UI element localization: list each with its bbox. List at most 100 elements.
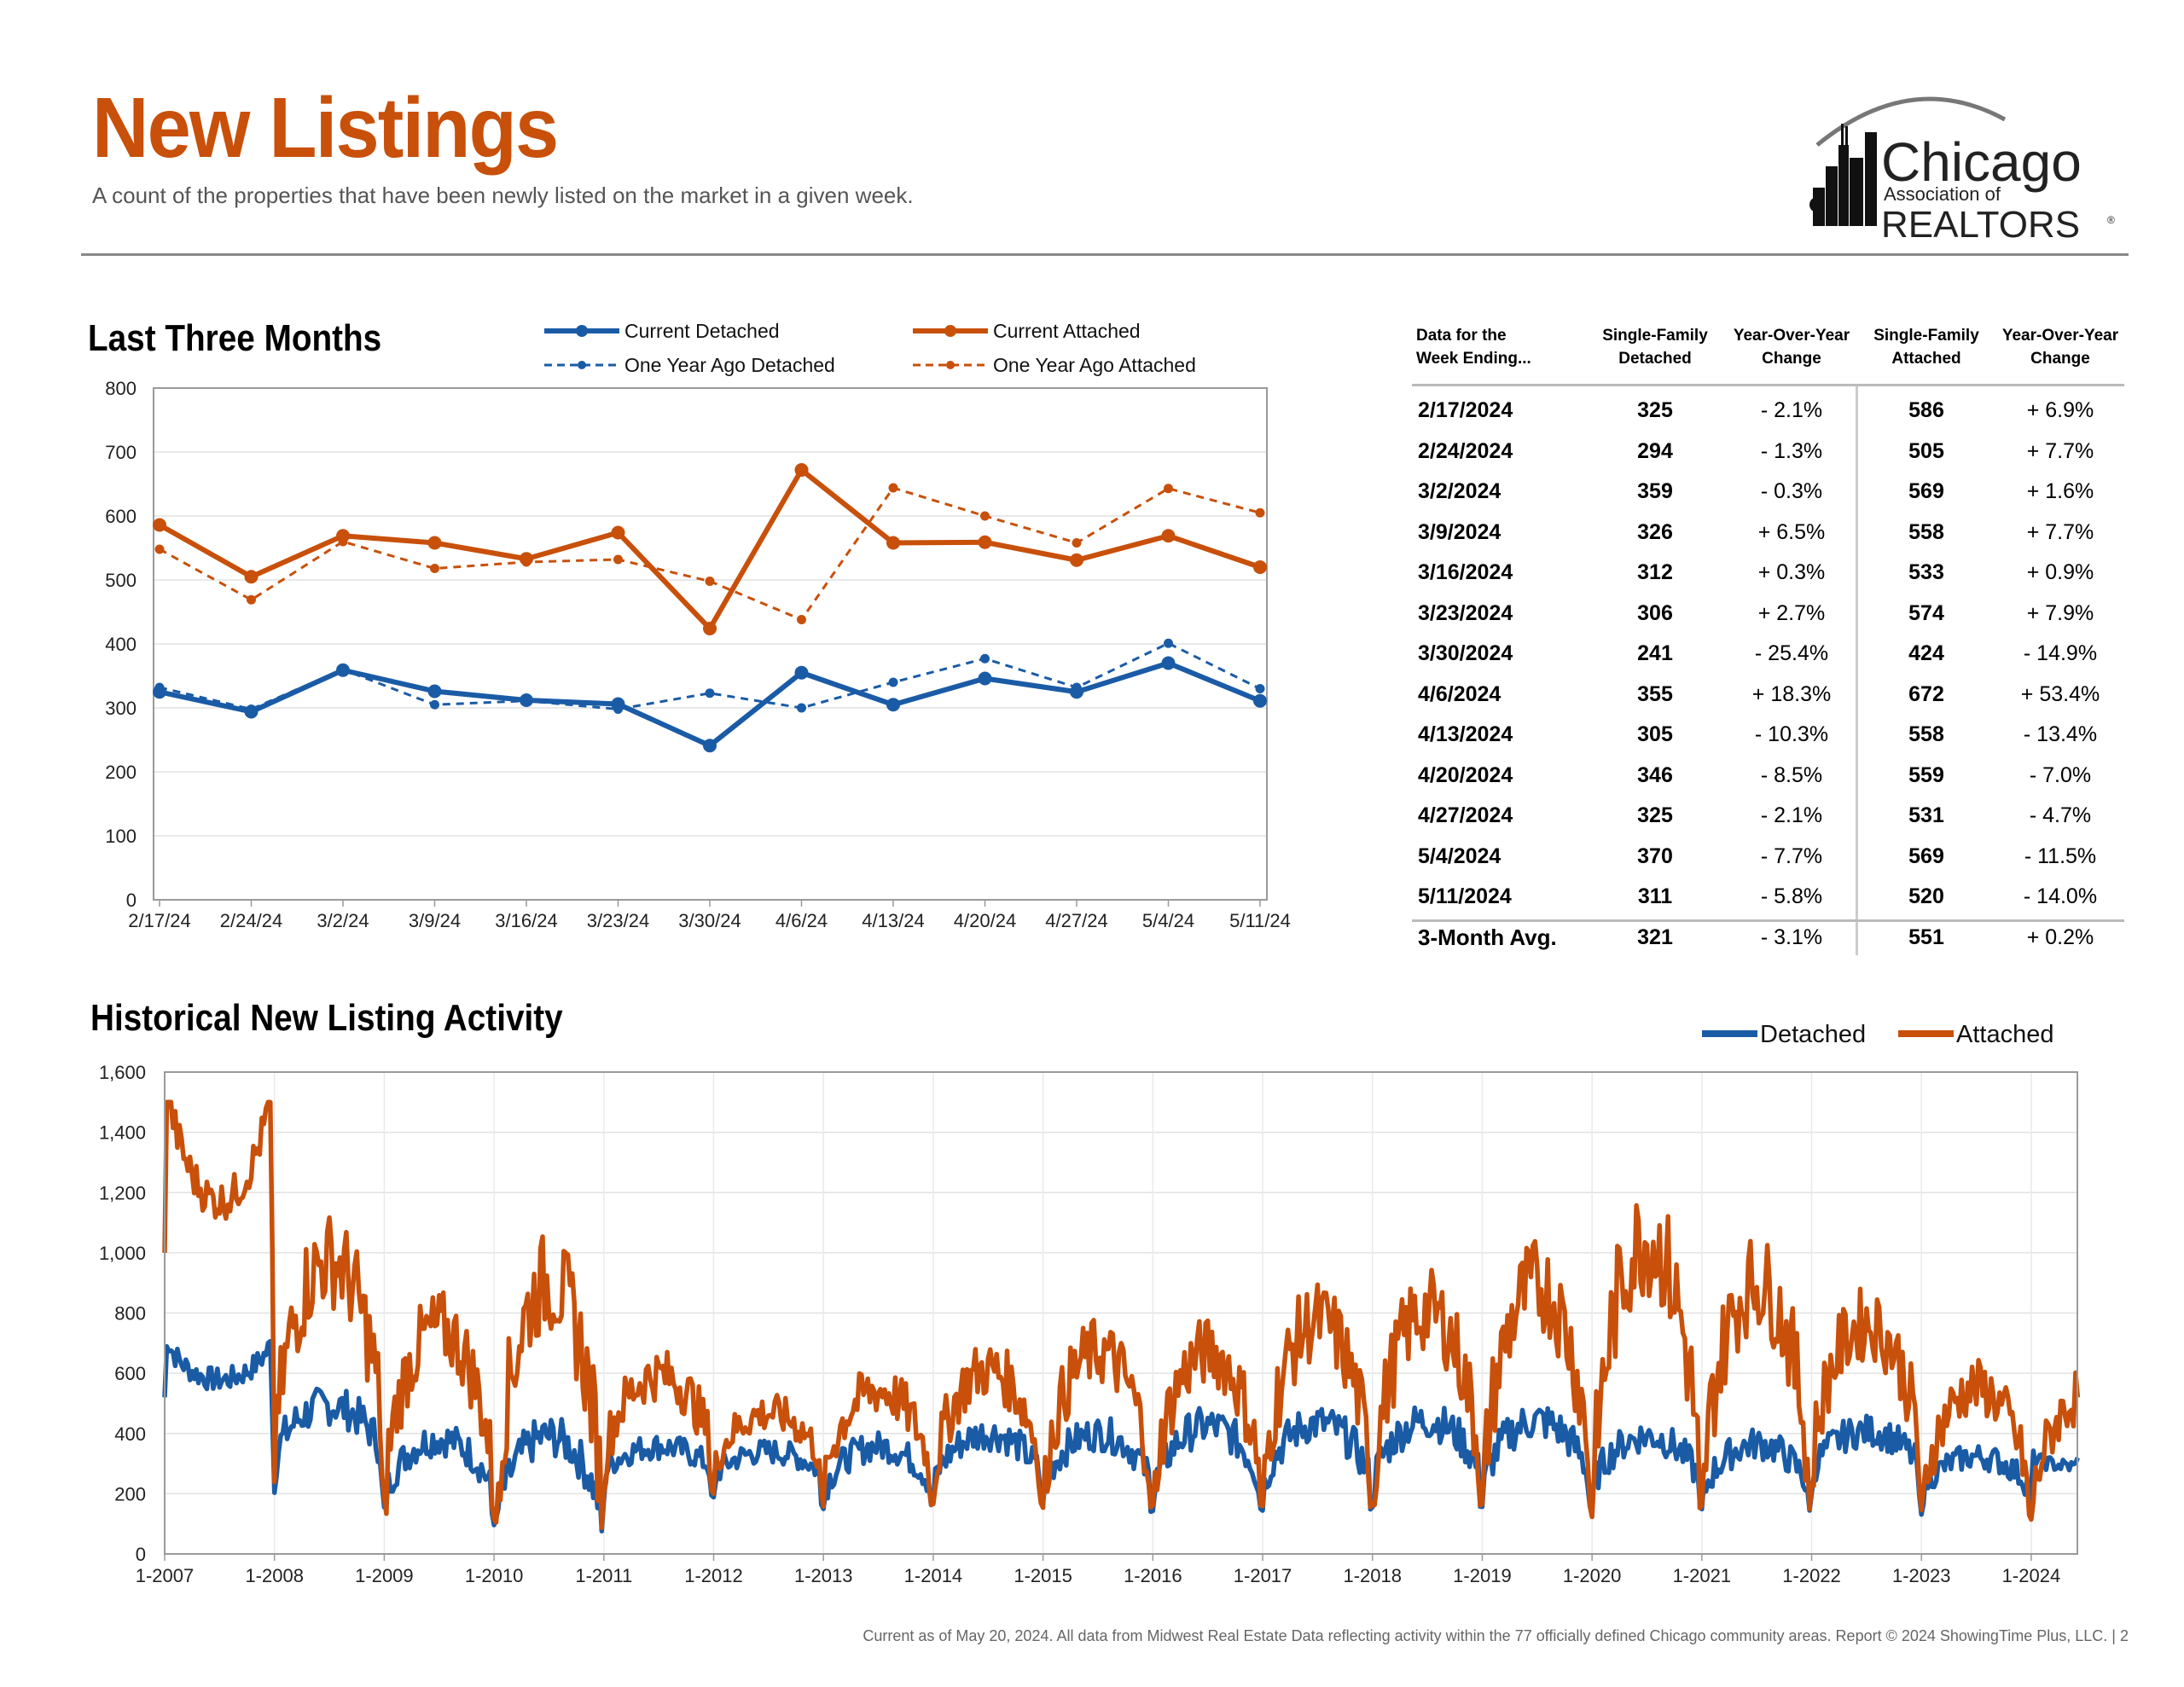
table-cell: - 8.5% <box>1760 762 1823 787</box>
chart1-legend-label: One Year Ago Detached <box>624 354 835 376</box>
chart1-series-line-current-detached <box>159 660 1262 749</box>
table-cell: 241 <box>1637 641 1673 665</box>
table-cell: - 0.3% <box>1760 479 1823 503</box>
chart1-point-one-year-ago-detached <box>338 664 348 675</box>
table-cell: 3/16/2024 <box>1418 560 1513 584</box>
table-cell: 569 <box>1908 844 1944 868</box>
table-cell: 520 <box>1908 884 1944 908</box>
chart1-point-current-detached <box>978 671 992 686</box>
table-header-line: Data for the <box>1416 327 1507 345</box>
table-cell: 505 <box>1908 438 1944 463</box>
table-cell: + 7.7% <box>2026 519 2094 544</box>
last-three-months-chart: 0 100 200 300 400 500 600 700 800 2/17/24 2/24/24 3… <box>105 320 1291 931</box>
chart1-point-one-year-ago-attached <box>338 536 348 547</box>
table-cell: 586 <box>1908 398 1944 422</box>
chart1-x-tick-label: 4/27/24 <box>1045 910 1107 931</box>
table-cell: 424 <box>1908 641 1944 665</box>
chart1-title: Last Three Months <box>88 317 382 359</box>
chart1-point-one-year-ago-detached <box>1072 682 1082 693</box>
table-header-line: Year-Over-Year <box>2001 327 2119 345</box>
table-cell: - 4.7% <box>2029 803 2092 827</box>
chart1-point-current-attached <box>611 525 625 540</box>
table-cell: 4/13/2024 <box>1418 722 1513 746</box>
table-cell: 4/20/2024 <box>1418 762 1513 787</box>
table-cell: - 10.3% <box>1754 722 1829 746</box>
chart1-point-one-year-ago-detached <box>888 677 898 687</box>
page-title: New Listings <box>92 80 559 176</box>
chart2-x-tick-label: 1-2016 <box>1124 1565 1182 1586</box>
chart1-y-tick-label: 800 <box>105 378 136 399</box>
chart2-y-tick-label: 600 <box>114 1363 146 1384</box>
chart1-x-tick-label: 3/30/24 <box>678 910 741 931</box>
table-cell: 3/23/2024 <box>1418 600 1513 625</box>
chart1-x-tick-label: 2/17/24 <box>128 910 190 931</box>
chart1-point-one-year-ago-detached <box>1255 684 1265 693</box>
table-header-cell: Single-Family Detached <box>1587 324 1723 370</box>
table-cell: + 0.3% <box>1757 560 1826 584</box>
chart2-y-tick-label: 1,200 <box>99 1182 146 1203</box>
table-cell: - 11.5% <box>2024 844 2097 868</box>
chart1-point-one-year-ago-attached <box>1164 484 1173 494</box>
chart1-x-tick-label: 4/20/24 <box>954 910 1016 931</box>
chart2-x-tick-label: 1-2007 <box>136 1565 195 1586</box>
chart2-y-tick-label: 1,600 <box>99 1062 146 1083</box>
table-cell: 359 <box>1637 479 1673 503</box>
table-cell: + 2.7% <box>1757 600 1826 625</box>
table-header-line: Single-Family <box>1602 327 1708 345</box>
table-cell: + 1.6% <box>2026 479 2094 503</box>
logo-text-association: Association of <box>1884 183 2001 205</box>
table-header-rule <box>1412 384 2124 386</box>
logo-registered-mark: ® <box>2107 214 2115 226</box>
chart1-legend-marker <box>944 325 956 337</box>
logo-text-realtors: REALTORS <box>1881 204 2080 243</box>
chart2-title: Historical New Listing Activity <box>90 997 563 1039</box>
chart2-x-tick-label: 1-2012 <box>684 1565 743 1586</box>
table-cell: 2/24/2024 <box>1418 438 1513 463</box>
chart1-point-one-year-ago-attached <box>980 511 990 521</box>
table-cell: + 18.3% <box>1751 681 1832 706</box>
weekly-data-table: Data for the Week Ending... Single-Family D… <box>1408 320 2124 955</box>
table-cell: 326 <box>1637 519 1673 544</box>
chart1-point-current-attached <box>703 622 717 635</box>
table-summary-cell: + 0.2% <box>2026 925 2094 949</box>
chart2-x-tick-label: 1-2009 <box>355 1565 414 1586</box>
chart2-x-tick-label: 1-2011 <box>575 1565 632 1586</box>
table-cell: - 25.4% <box>1754 641 1829 665</box>
chart2-x-tick-label: 1-2020 <box>1563 1565 1622 1586</box>
table-cell: 5/11/2024 <box>1418 884 1512 908</box>
chart1-x-tick-label: 3/9/24 <box>409 910 461 931</box>
chart1-point-current-detached <box>794 665 809 680</box>
chart1-point-current-attached <box>244 570 258 584</box>
chart1-point-current-attached <box>978 535 992 549</box>
table-cell: 3/30/2024 <box>1418 641 1513 665</box>
table-cell: - 14.9% <box>2023 641 2098 665</box>
table-cell: 5/4/2024 <box>1418 844 1502 868</box>
table-cell: - 5.8% <box>1760 884 1823 908</box>
table-header-cell: Data for the Week Ending... <box>1416 324 1531 370</box>
table-cell: 305 <box>1637 722 1673 746</box>
chart2-x-tick-label: 1-2022 <box>1782 1565 1841 1586</box>
table-header-line: Single-Family <box>1873 327 1979 345</box>
table-cell: 559 <box>1908 762 1944 787</box>
chart1-y-tick-label: 500 <box>105 570 136 591</box>
chart2-x-tick-label: 1-2013 <box>794 1565 853 1586</box>
table-header-cell: Year-Over-Year Change <box>1723 324 1860 370</box>
table-summary-cell: 321 <box>1637 925 1673 949</box>
chart1-y-tick-label: 600 <box>105 506 136 527</box>
chicago-realtors-logo: Chicago Association of REALTORS ® <box>1792 85 2124 246</box>
chart1-point-current-attached <box>1161 529 1176 543</box>
table-cell: + 6.5% <box>1757 519 1826 544</box>
chart1-x-tick-label: 4/6/24 <box>775 910 828 931</box>
chart2-y-tick-label: 0 <box>136 1544 146 1565</box>
chart2-y-tick-label: 200 <box>114 1483 146 1504</box>
chart1-point-current-attached <box>886 536 900 550</box>
table-cell: 311 <box>1637 884 1673 908</box>
chart1-point-one-year-ago-attached <box>521 557 531 567</box>
table-cell: - 2.1% <box>1760 398 1823 422</box>
chart1-legend-label: One Year Ago Attached <box>993 354 1196 376</box>
table-cell: 325 <box>1637 803 1673 827</box>
chart1-point-one-year-ago-detached <box>430 699 439 710</box>
chart1-point-one-year-ago-detached <box>521 696 531 706</box>
chart1-legend-marker <box>576 325 588 337</box>
table-cell: + 0.9% <box>2026 560 2094 584</box>
